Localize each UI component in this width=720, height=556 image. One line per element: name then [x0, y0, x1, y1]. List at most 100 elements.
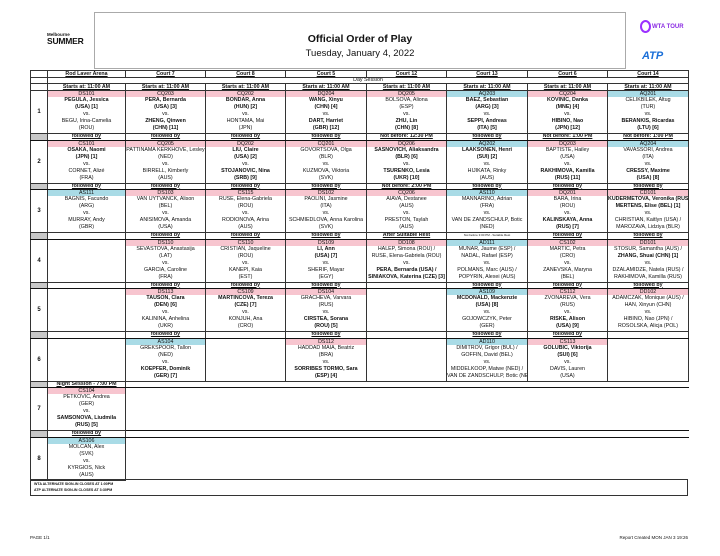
vs-label: vs.: [322, 358, 330, 365]
empty-cell: [205, 430, 286, 438]
player-2-line-2: (GBR): [78, 224, 94, 230]
player-1-line-1: KOVINIC, Danka: [547, 97, 588, 103]
vs-label: vs.: [564, 111, 571, 117]
player-2-line-2: (NED): [479, 224, 495, 230]
match-cell: AQ201 CELIKBILEK, Altug (TUR) vs. BERANKIS, …: [607, 90, 689, 134]
vs-label: vs.: [403, 111, 410, 117]
empty-cell: [446, 380, 528, 388]
player-2-line-1: KONJUH, Ana: [228, 316, 263, 322]
player-2-line-2: ROSOLSKA, Alicja (POL): [617, 323, 679, 329]
player-1-line-2: (ROU): [237, 252, 254, 259]
player-1-line-2: (ROU): [559, 203, 576, 209]
empty-cell: [126, 388, 206, 431]
page-date: Tuesday, January 4, 2022: [305, 48, 415, 59]
match-order-number: 8: [30, 436, 48, 481]
player-1-line-1: TAUSON, Clara: [146, 295, 185, 301]
match-cell: CQ204 KOVINIC, Danka (MNE) [4] vs. HIBINO, N…: [527, 90, 608, 134]
player-2-line-1: KALINSKAYA, Anna: [542, 217, 593, 223]
empty-cell: [607, 380, 689, 388]
player-2-line-1: MIDDELKOOP, Matwe (NED) /: [450, 365, 524, 372]
match-code: AQ202: [447, 141, 527, 147]
match-code: DS113: [126, 289, 205, 295]
player-1-line-2: (JPN) [1]: [75, 153, 98, 160]
match-cell: AQ202 LAAKSONEN, Henri (SUI) [2] vs. HIJIKAT…: [446, 139, 528, 184]
vs-label: vs.: [162, 160, 169, 167]
player-2-line-2: (SRB) [9]: [234, 174, 257, 181]
player-2-line-2: (SVK): [318, 174, 334, 181]
match-cell: CS115 RUSE, Elena-Gabriela (ROU) vs. RODIONO…: [205, 189, 286, 233]
player-1-line-1: SEVASTOVA, Anastasija: [136, 245, 195, 252]
match-cell: CD101 KUDERMETOVA, Veronika (RUS) / MERTEN…: [607, 189, 689, 233]
player-1-line-2: (GER): [78, 401, 94, 407]
player-1-line-2: (USA) [7]: [314, 252, 338, 259]
player-1-line-1: MCDONALD, Mackenzie: [456, 295, 518, 301]
start-time: Starts at: 11:00 AM: [125, 83, 206, 91]
player-2-line-2: (EST): [238, 273, 253, 280]
atp-note: ATP ALTERNATE SIGN-IN CLOSES AT 3:30PM: [34, 487, 113, 492]
match-code: CQ203: [126, 91, 205, 97]
match-code: CS101: [48, 141, 125, 147]
player-2-line-2: (USA) [8]: [636, 174, 660, 181]
player-1-line-1: ADAMCZAK, Monique (AUS) /: [612, 295, 684, 301]
player-2-line-1: SHERIF, Mayar: [307, 266, 345, 273]
player-2-line-1: BEGU, Irina-Camelia: [61, 118, 112, 124]
separator-row: followed by followed by followed by followe…: [30, 281, 689, 289]
match-cell: [47, 288, 126, 332]
player-1-line-2: (AUS): [399, 203, 414, 209]
player-1-line-2: (CRO): [559, 252, 576, 259]
player-2-line-2: (RUS) [7]: [556, 224, 579, 230]
player-1-line-2: (USA): [560, 153, 575, 160]
match-cell: [47, 238, 126, 283]
player-1-line-2: (SUI) [6]: [557, 351, 578, 358]
match-cell: DQ202 LIU, Claire (USA) [2] vs. STOJANOVIC, …: [205, 139, 286, 184]
match-cell: AD110 DIMITROV, Grigor (BUL) / GOFFIN, Dav…: [446, 337, 528, 382]
player-2-line-2: (UKR): [158, 323, 173, 329]
match-cell: DD108 HALEP, Simona (ROU) / RUSE, Elena-Ga…: [366, 238, 447, 283]
player-2-line-2: (GER): [479, 323, 495, 329]
empty-cell: [446, 430, 528, 438]
player-1-line-2: ZHANG, Shuai (CHN) [1]: [617, 252, 679, 259]
vs-label: vs.: [564, 210, 571, 216]
player-2-line-2: (BEL): [560, 273, 575, 280]
empty-cell: [447, 388, 528, 431]
player-2-line-2: (ESP) [4]: [314, 372, 338, 379]
match-code: CS102: [528, 240, 607, 246]
match-cell: DS109 LI, Ann (USA) [7] vs. SHERIF, Mayar (EG…: [285, 238, 367, 283]
separator-row: followed by followed by followed by followe…: [30, 331, 689, 339]
match-code: DS104: [286, 289, 366, 295]
player-2-line-1: KYRGIOS, Nick: [67, 464, 106, 471]
player-2-line-2: SINIAKOVA, Katerina (CZE) [3]: [368, 273, 445, 280]
match-cell: DD101 STOSUR, Samantha (AUS) / ZHANG, Shua…: [607, 238, 689, 283]
player-1-line-2: (NED): [158, 351, 173, 358]
match-code: CQ204: [528, 91, 607, 97]
player-1-line-2: (FRA): [479, 203, 495, 209]
empty-cell: [285, 430, 367, 438]
melbourne-summer-logo: Melbourne SUMMER: [47, 32, 93, 46]
player-1-line-1: VAVASSORI, Andrea: [623, 146, 673, 153]
player-1-line-2: (DEN) [6]: [154, 302, 177, 308]
empty-cell: [125, 430, 206, 438]
player-2-line-2: (LTU) [6]: [637, 125, 659, 131]
start-time: Starts at: 11:00 AM: [446, 83, 528, 91]
court-header-row: Rod Laver Arena Court 7 Court 8 Court 5 Cour…: [30, 70, 689, 78]
match-code: DD108: [367, 240, 446, 246]
match-cell: CS109 MARTINCOVA, Tereza (CZE) [7] vs. KONJU…: [205, 288, 286, 332]
player-2-line-1: HIBINO, Nao (JPN) /: [623, 316, 673, 322]
vs-label: vs.: [483, 210, 491, 216]
player-2-line-1: RISKE, Alison: [549, 316, 586, 322]
player-2-line-1: ZHENG, Qinwen: [145, 118, 186, 124]
player-1-line-1: GOVORTSOVA, Olga: [300, 146, 352, 153]
player-1-line-2: (ITA): [320, 203, 332, 209]
vs-label: vs.: [83, 160, 90, 167]
player-1-line-2: (USA) [1]: [75, 104, 98, 110]
start-time: Starts at: 11:00 AM: [285, 83, 367, 91]
vs-label: vs.: [322, 210, 330, 216]
match-cell: DQ206 SASNOVICH, Aliaksandra (BLR) [6] vs. T…: [366, 139, 447, 184]
player-1-line-1: MANNARINO, Adrian: [461, 196, 513, 202]
match-cell: CS113 GOLUBIC, Viktorija (SUI) [6] vs. DAVIS…: [527, 337, 608, 382]
match-cell: [47, 337, 126, 382]
match-order-number: 2: [30, 139, 48, 184]
match-code: DS109: [286, 240, 366, 246]
separator-row: followed by followed by followed by followe…: [30, 133, 689, 141]
player-2-line-1: GARCIA, Caroline: [144, 266, 187, 273]
